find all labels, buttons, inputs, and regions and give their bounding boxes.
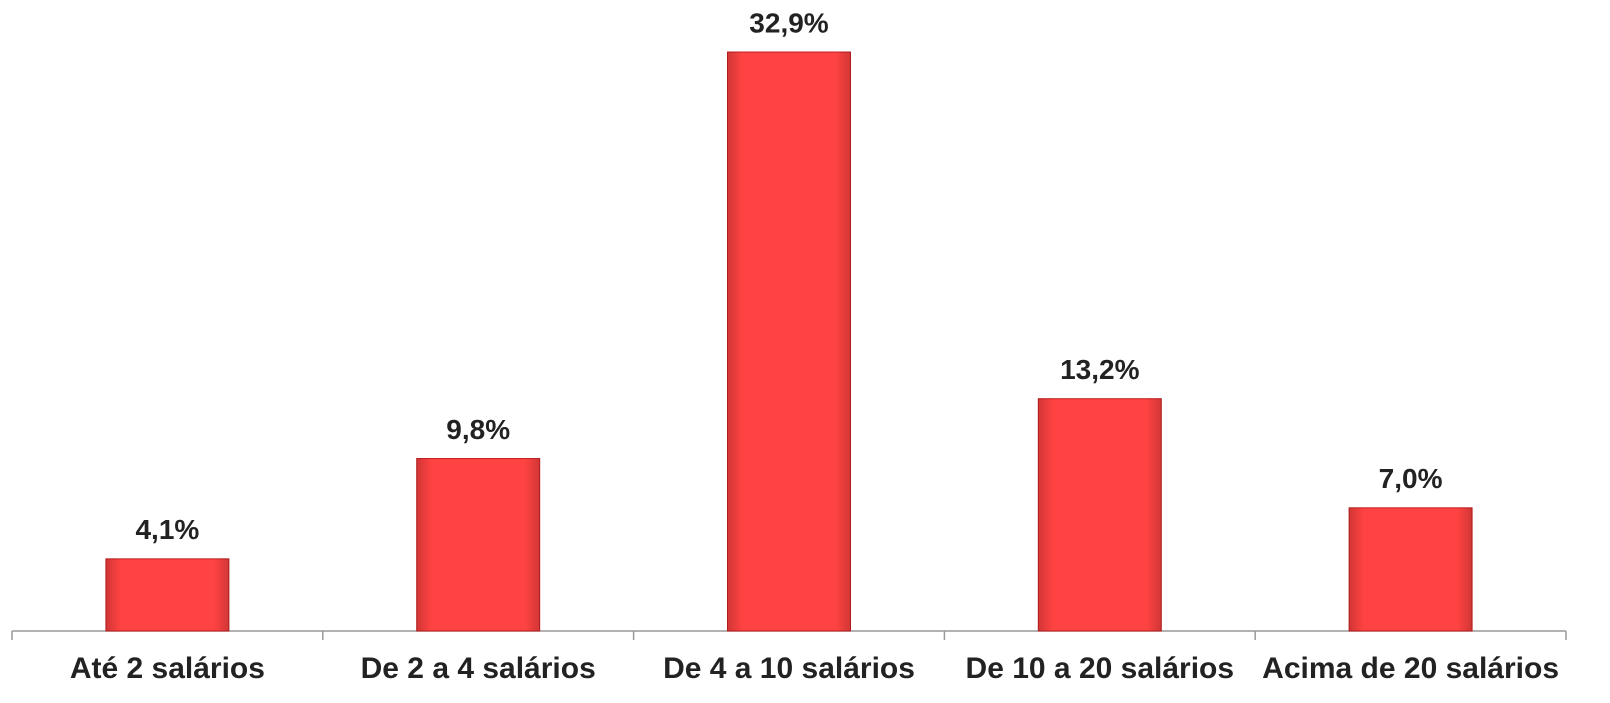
value-label: 13,2% xyxy=(1060,354,1139,385)
bar xyxy=(105,558,230,632)
bar xyxy=(1348,507,1473,632)
x-tick-label: De 4 a 10 salários xyxy=(663,652,915,685)
x-tick-label: De 2 a 4 salários xyxy=(361,652,596,685)
value-label: 32,9% xyxy=(749,7,828,38)
bar xyxy=(416,458,541,632)
x-tick-label: Acima de 20 salários xyxy=(1262,652,1559,685)
x-tick-label: Até 2 salários xyxy=(70,652,265,685)
bar xyxy=(1037,398,1162,632)
value-label: 7,0% xyxy=(1379,463,1443,494)
x-tick-label: De 10 a 20 salários xyxy=(966,652,1235,685)
value-label: 9,8% xyxy=(446,414,510,445)
value-label: 4,1% xyxy=(135,514,199,545)
bar xyxy=(727,51,851,632)
